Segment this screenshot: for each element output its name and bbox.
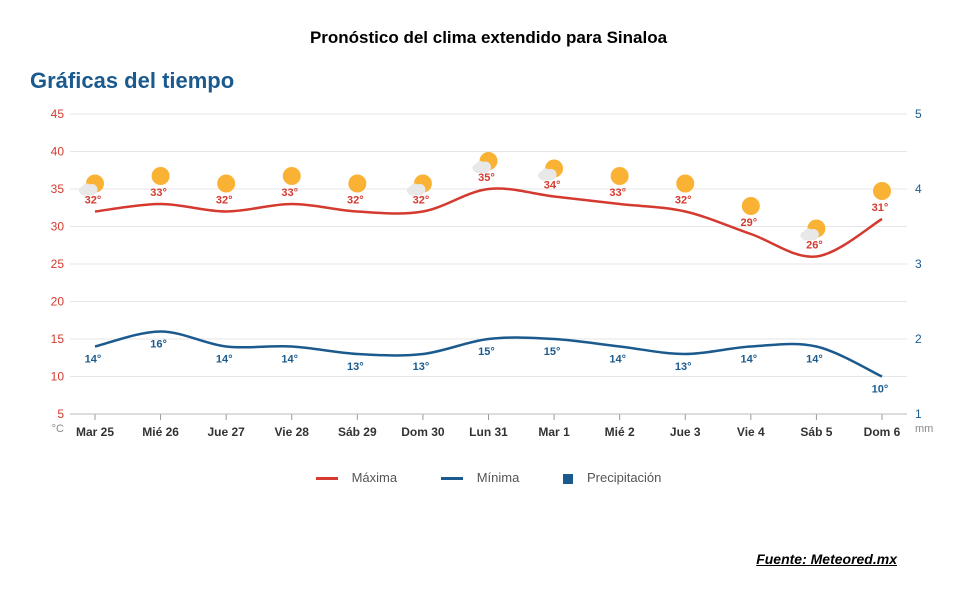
svg-text:32°: 32° xyxy=(216,195,233,207)
svg-text:mm: mm xyxy=(915,423,933,435)
svg-text:13°: 13° xyxy=(675,361,692,373)
svg-text:25: 25 xyxy=(51,257,65,271)
svg-text:°C: °C xyxy=(52,423,64,435)
legend-min: Mínima xyxy=(431,470,533,485)
svg-text:13°: 13° xyxy=(413,361,430,373)
svg-text:Lun 31: Lun 31 xyxy=(469,425,508,439)
svg-text:Sáb 5: Sáb 5 xyxy=(800,425,832,439)
sun-icon xyxy=(283,167,301,185)
svg-text:10°: 10° xyxy=(872,384,889,396)
svg-text:13°: 13° xyxy=(347,361,364,373)
legend-precip: Precipitación xyxy=(553,470,671,485)
svg-text:45: 45 xyxy=(51,107,65,121)
svg-text:32°: 32° xyxy=(85,195,102,207)
svg-text:14°: 14° xyxy=(609,354,626,366)
sun-icon xyxy=(676,175,694,193)
weather-chart: 51015202530354045°C12345mmMar 25Mié 26Ju… xyxy=(30,104,947,464)
svg-text:33°: 33° xyxy=(609,187,626,199)
svg-text:33°: 33° xyxy=(281,187,298,199)
sun-icon xyxy=(873,182,891,200)
svg-text:40: 40 xyxy=(51,145,65,159)
svg-text:35°: 35° xyxy=(478,172,495,184)
svg-text:Jue 27: Jue 27 xyxy=(207,425,245,439)
svg-text:14°: 14° xyxy=(85,354,102,366)
svg-text:Mié 26: Mié 26 xyxy=(142,425,179,439)
svg-text:30: 30 xyxy=(51,220,65,234)
svg-text:Mié 2: Mié 2 xyxy=(605,425,635,439)
svg-text:35: 35 xyxy=(51,182,65,196)
svg-text:15°: 15° xyxy=(544,346,561,358)
svg-text:4: 4 xyxy=(915,182,922,196)
svg-text:1: 1 xyxy=(915,407,922,421)
svg-text:2: 2 xyxy=(915,332,922,346)
source-attribution: Fuente: Meteored.mx xyxy=(756,551,897,567)
svg-text:Mar 1: Mar 1 xyxy=(538,425,570,439)
sun-icon xyxy=(611,167,629,185)
svg-text:31°: 31° xyxy=(872,202,889,214)
svg-text:32°: 32° xyxy=(347,195,364,207)
svg-text:32°: 32° xyxy=(675,195,692,207)
svg-text:Vie 28: Vie 28 xyxy=(275,425,310,439)
svg-text:14°: 14° xyxy=(281,354,298,366)
svg-text:14°: 14° xyxy=(806,354,823,366)
sun-icon xyxy=(217,175,235,193)
svg-text:Dom 6: Dom 6 xyxy=(864,425,901,439)
svg-text:3: 3 xyxy=(915,257,922,271)
svg-text:Dom 30: Dom 30 xyxy=(401,425,445,439)
sun-icon xyxy=(348,175,366,193)
svg-text:26°: 26° xyxy=(806,240,823,252)
svg-text:32°: 32° xyxy=(413,195,430,207)
svg-text:5: 5 xyxy=(57,407,64,421)
partly-cloudy-icon xyxy=(473,152,498,173)
svg-text:16°: 16° xyxy=(150,339,167,351)
svg-text:Jue 3: Jue 3 xyxy=(670,425,701,439)
partly-cloudy-icon xyxy=(407,175,432,196)
section-title: Gráficas del tiempo xyxy=(0,68,977,104)
chart-legend: Máxima Mínima Precipitación xyxy=(0,464,977,485)
partly-cloudy-icon xyxy=(79,175,104,196)
page-title: Pronóstico del clima extendido para Sina… xyxy=(0,0,977,68)
svg-text:34°: 34° xyxy=(544,180,561,192)
svg-text:10: 10 xyxy=(51,370,65,384)
svg-text:14°: 14° xyxy=(216,354,233,366)
svg-text:15: 15 xyxy=(51,332,65,346)
legend-max: Máxima xyxy=(306,470,411,485)
sun-icon xyxy=(152,167,170,185)
svg-text:Sáb 29: Sáb 29 xyxy=(338,425,377,439)
svg-text:33°: 33° xyxy=(150,187,167,199)
svg-text:5: 5 xyxy=(915,107,922,121)
svg-text:29°: 29° xyxy=(741,217,758,229)
svg-text:Mar 25: Mar 25 xyxy=(76,425,114,439)
svg-text:14°: 14° xyxy=(741,354,758,366)
partly-cloudy-icon xyxy=(538,160,563,181)
svg-text:20: 20 xyxy=(51,295,65,309)
partly-cloudy-icon xyxy=(800,220,825,241)
svg-text:Vie 4: Vie 4 xyxy=(737,425,765,439)
sun-icon xyxy=(742,197,760,215)
svg-text:15°: 15° xyxy=(478,346,495,358)
